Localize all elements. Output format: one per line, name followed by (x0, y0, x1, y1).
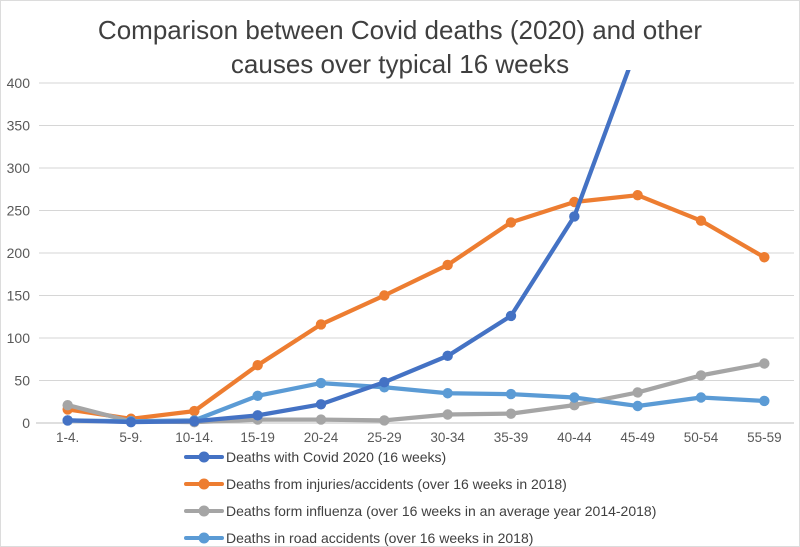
y-tick-label: 100 (7, 330, 31, 346)
x-tick-label: 1-4. (56, 430, 79, 445)
data-point-influenza (379, 415, 390, 426)
x-tick-label: 25-29 (367, 430, 402, 445)
data-point-covid (189, 416, 200, 427)
data-point-influenza (569, 399, 580, 411)
data-point-road (695, 392, 707, 403)
y-tick-label: 250 (7, 203, 31, 219)
x-tick-label: 5-9. (119, 430, 142, 445)
y-tick-label: 50 (14, 373, 30, 389)
data-point-road (252, 390, 263, 401)
data-point-covid (505, 310, 517, 322)
x-tick-label: 30-34 (430, 430, 465, 445)
data-point-influenza (62, 399, 73, 411)
y-tick-label: 150 (7, 288, 31, 304)
data-point-road (505, 388, 517, 400)
data-point-road (759, 395, 770, 407)
data-point-injuries (315, 319, 327, 330)
chart-title-text: Comparison between Covid deaths (2020) a… (97, 15, 703, 79)
x-tick-label: 40-44 (557, 430, 592, 445)
series-line-injuries (65, 193, 767, 421)
series-line-covid (65, 70, 631, 425)
y-tick-label: 0 (22, 415, 30, 431)
x-tick-label: 15-19 (240, 430, 275, 445)
x-tick-label: 50-54 (684, 430, 719, 445)
y-tick-label: 400 (7, 75, 31, 91)
data-point-road (442, 388, 453, 399)
data-point-influenza (759, 358, 770, 369)
x-axis-labels: 1-4. 5-9. 10-14. 15-19 20-24 25-29 30-34 35-39 4… (56, 430, 782, 445)
data-point-injuries (505, 217, 517, 228)
y-tick-label: 300 (7, 160, 31, 176)
data-point-covid (62, 415, 73, 426)
data-point-covid (315, 399, 327, 410)
data-point-road (315, 377, 327, 389)
data-point-covid (632, 40, 642, 50)
data-point-influenza (442, 409, 453, 420)
chart-title: Comparison between Covid deaths (2020) a… (1, 13, 799, 81)
data-point-influenza (695, 370, 707, 381)
y-tick-label: 350 (7, 118, 31, 134)
data-point-injuries (379, 290, 390, 301)
x-tick-label: 55-59 (747, 430, 782, 445)
data-point-injuries (252, 360, 263, 371)
data-point-injuries (759, 252, 770, 263)
data-point-covid (252, 410, 263, 421)
data-point-road (632, 400, 643, 412)
y-tick-label: 200 (7, 245, 31, 261)
series-markers-covid (62, 40, 642, 428)
data-point-covid (379, 377, 390, 388)
data-point-injuries (442, 259, 453, 271)
data-point-injuries (189, 405, 200, 417)
gridlines (39, 82, 794, 424)
data-point-covid (569, 211, 580, 222)
x-tick-label: 20-24 (304, 430, 339, 445)
data-point-covid (442, 350, 453, 362)
x-tick-label: 35-39 (494, 430, 529, 445)
y-axis-labels: 0 50 100 150 200 250 300 350 400 (7, 75, 31, 431)
data-point-influenza (632, 387, 643, 398)
data-point-covid (125, 416, 137, 428)
x-tick-label: 45-49 (620, 430, 655, 445)
data-point-injuries (632, 190, 643, 201)
data-point-road (569, 392, 580, 403)
x-tick-label: 10-14. (175, 430, 213, 445)
data-point-influenza (505, 408, 517, 419)
series-layer (62, 40, 770, 428)
data-point-influenza (315, 414, 327, 425)
data-point-injuries (695, 215, 707, 226)
